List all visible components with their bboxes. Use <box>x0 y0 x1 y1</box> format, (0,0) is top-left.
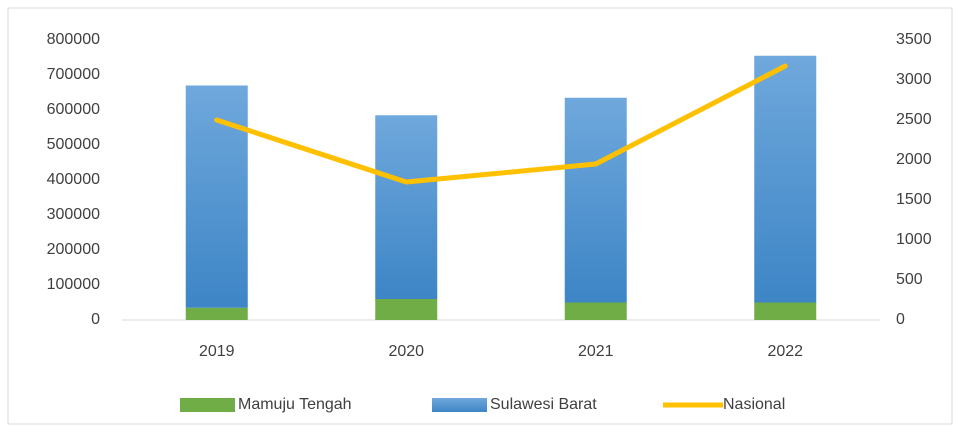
y2-tick-label: 500 <box>896 271 923 288</box>
bar <box>564 302 627 320</box>
x-tick-label: 2022 <box>767 343 803 360</box>
y2-tick-label: 0 <box>896 311 905 328</box>
legend-label: Sulawesi Barat <box>490 396 597 413</box>
y2-tick-label: 1500 <box>896 191 932 208</box>
y-tick-label: 300000 <box>47 206 100 223</box>
legend-swatch <box>432 398 487 412</box>
bar <box>754 302 817 320</box>
y2-tick-label: 2000 <box>896 151 932 168</box>
bar <box>754 55 817 303</box>
y-tick-label: 700000 <box>47 66 100 83</box>
y-tick-label: 200000 <box>47 241 100 258</box>
y2-tick-label: 3500 <box>896 31 932 48</box>
y2-tick-label: 3000 <box>896 71 932 88</box>
y-tick-label: 400000 <box>47 171 100 188</box>
y2-tick-label: 2500 <box>896 111 932 128</box>
bar <box>375 115 438 299</box>
legend-swatch <box>180 398 235 412</box>
legend-label: Mamuju Tengah <box>238 396 352 413</box>
x-tick-label: 2020 <box>388 343 424 360</box>
y-tick-label: 0 <box>91 311 100 328</box>
y-tick-label: 800000 <box>47 31 100 48</box>
bar <box>185 307 248 320</box>
y2-tick-label: 1000 <box>896 231 932 248</box>
bar <box>375 299 438 320</box>
y-tick-label: 600000 <box>47 101 100 118</box>
x-tick-label: 2019 <box>199 343 235 360</box>
y-tick-label: 500000 <box>47 136 100 153</box>
line <box>214 63 788 185</box>
y-tick-label: 100000 <box>47 276 100 293</box>
legend-label: Nasional <box>723 396 785 413</box>
x-tick-label: 2021 <box>578 343 614 360</box>
bar <box>564 97 627 303</box>
